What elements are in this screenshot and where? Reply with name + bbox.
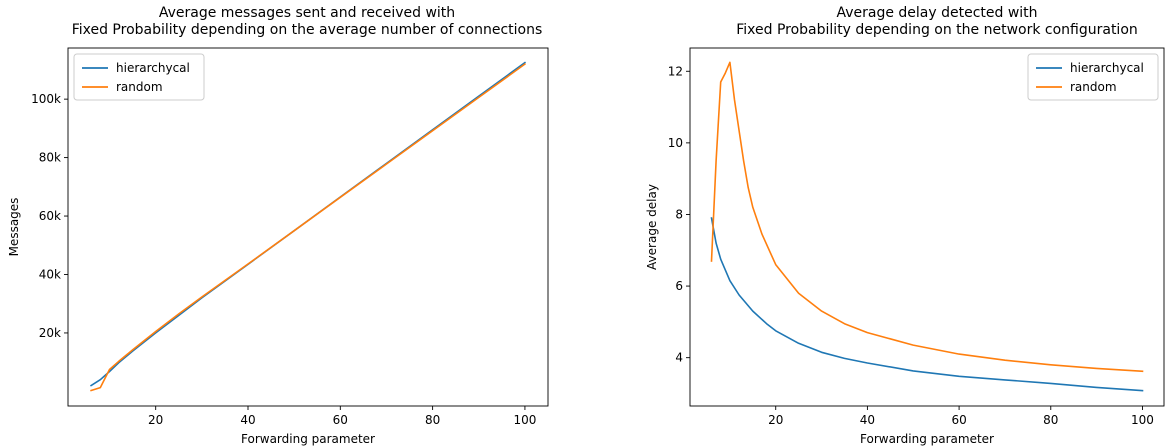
y-tick-label: 40k [39, 267, 61, 281]
y-tick-label: 12 [668, 64, 683, 78]
y-tick-label: 4 [675, 351, 683, 365]
plot-frame [67, 47, 549, 407]
y-axis-label: Messages [7, 198, 21, 257]
messages-chart: Average messages sent and received with F… [7, 5, 549, 446]
legend-box [73, 53, 205, 101]
chart-title-line: Average delay detected with [836, 5, 1037, 21]
legend-label-random: random [1070, 80, 1117, 94]
y-tick-label: 10 [668, 136, 683, 150]
x-tick-label: 20 [148, 413, 163, 427]
x-tick-label: 20 [768, 413, 783, 427]
x-tick-label: 100 [1131, 413, 1154, 427]
plot-frame [689, 47, 1165, 407]
series-line-random [90, 62, 527, 392]
legend-label-random: random [116, 80, 163, 94]
x-tick-label: 80 [1043, 413, 1058, 427]
series-group [89, 61, 527, 392]
y-tick-label: 20k [39, 326, 61, 340]
delay-chart: Average delay detected with Fixed Probabi… [645, 5, 1165, 446]
chart-title: Average delay detected with Fixed Probabi… [736, 5, 1138, 38]
legend-box [1027, 53, 1159, 101]
y-tick-label: 60k [39, 209, 61, 223]
legend-label-hierarchycal: hierarchycal [1070, 61, 1144, 75]
x-tick-label: 40 [240, 413, 255, 427]
legend-label-hierarchycal: hierarchycal [116, 61, 190, 75]
y-tick-label: 8 [675, 207, 683, 221]
chart-title: Average messages sent and received with F… [72, 5, 543, 38]
x-tick-label: 40 [860, 413, 875, 427]
y-axis-label: Average delay [645, 184, 659, 270]
series-group [710, 61, 1144, 392]
chart-title-line: Fixed Probability depending on the avera… [72, 22, 543, 38]
x-axis-label: Forwarding parameter [860, 432, 994, 446]
x-tick-label: 60 [333, 413, 348, 427]
y-tick-label: 6 [675, 279, 683, 293]
x-tick-label: 100 [513, 413, 536, 427]
series-line-hierarchycal [710, 217, 1144, 392]
series-line-random [710, 61, 1144, 373]
y-tick-label: 80k [39, 151, 61, 165]
x-tick-label: 80 [425, 413, 440, 427]
y-tick-label: 100k [31, 92, 61, 106]
chart-title-line: Average messages sent and received with [159, 5, 455, 21]
x-axis-label: Forwarding parameter [241, 432, 375, 446]
x-tick-label: 60 [951, 413, 966, 427]
chart-title-line: Fixed Probability depending on the netwo… [736, 22, 1138, 38]
